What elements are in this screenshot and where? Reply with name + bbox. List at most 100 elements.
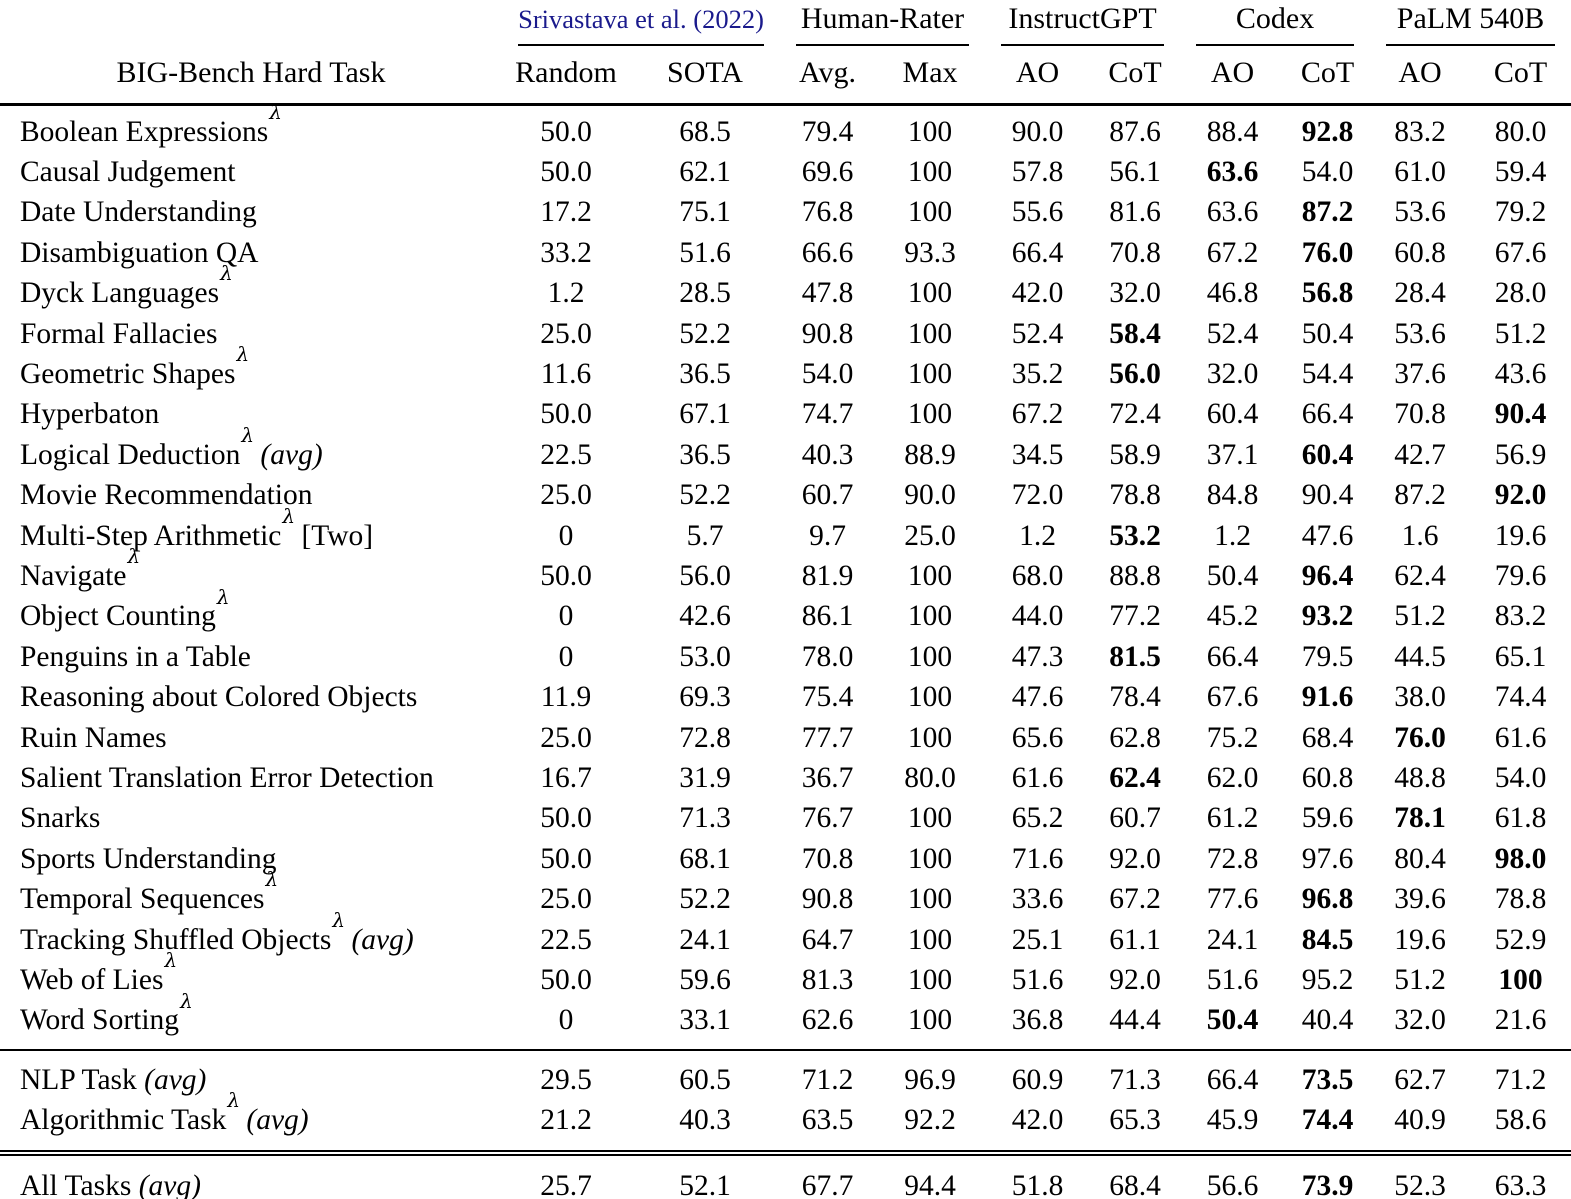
value-cell: 52.3 [1370,1149,1471,1199]
value-cell: 0 [558,600,574,633]
task-name-cell: Temporal Sequencesλ [20,867,279,916]
value-cell: 81.5 [1109,640,1161,673]
task-name-cell: Tracking Shuffled Objectsλ (avg) [20,907,414,956]
value-cell: 40.9 [1394,1104,1446,1137]
value-cell: 92.2 [904,1104,956,1137]
value-cell: 1.6 [1401,519,1439,552]
value-cell: 22.5 [540,923,592,956]
value-cell: 90.8 [801,883,854,916]
value-cell: 90.4 [1301,479,1354,512]
value-cell: 58.9 [1109,438,1161,471]
value-cell: 79.2 [1494,196,1547,229]
value-cell: 50.4 [1206,559,1259,592]
value-cell: 90.8 [801,317,854,350]
task-name-cell: Formal Fallacies [20,317,218,350]
task-name-cell: Navigateλ [20,544,141,592]
value-cell: 62.8 [1109,721,1161,754]
task-name-cell: Algorithmic Taskλ (avg) [20,1088,309,1137]
value-cell: 58.4 [1109,317,1161,350]
value-cell: 56.9 [1494,438,1547,471]
value-cell: 66.4 [1206,640,1259,673]
value-cell: 100 [907,802,953,835]
value-cell: 78.0 [801,640,854,673]
value-cell: 100 [907,277,953,310]
task-name-cell: Ruin Names [20,721,167,754]
value-cell: 11.9 [540,681,592,714]
value-cell: 67.2 [1011,398,1064,431]
value-cell: 61.0 [1394,155,1446,188]
group-header-row: Srivastava et al. (2022) Human-Rater Ins… [0,0,1571,46]
value-cell: 100 [907,721,953,754]
value-cell: 36.7 [801,762,854,794]
table-row: Boolean Expressionsλ 50.0 68.5 79.4 100 90.0 8… [0,99,1571,152]
value-cell: 47.6 [1301,519,1354,552]
value-cell: 53.6 [1394,196,1446,229]
value-cell: 25.0 [540,721,592,754]
table-row: Date Understanding 17.2 75.1 76.8 100 55.6 81.… [0,192,1571,232]
value-cell: 40.4 [1301,1004,1354,1037]
value-cell: 52.9 [1494,923,1547,956]
value-cell: 76.0 [1301,236,1354,269]
value-cell: 52.4 [1011,317,1064,350]
value-cell: 93.3 [904,236,956,269]
value-cell: 76.0 [1394,721,1446,754]
citation-link[interactable]: Srivastava et al. (2022) [518,4,764,35]
value-cell: 35.2 [1011,357,1064,390]
value-cell: 65.6 [1011,721,1064,754]
value-cell: 54.0 [801,357,854,390]
value-cell: 68.5 [679,115,731,148]
value-cell: 53.6 [1394,317,1446,350]
table-row: Dyck Languagesλ 1.2 28.5 47.8 100 42.0 32.0 46.… [0,263,1571,313]
value-cell: 67.7 [780,1149,876,1199]
lambda-superscript: λ [241,422,255,447]
value-cell: 54.0 [1301,155,1354,188]
value-cell: 50.0 [540,559,592,592]
value-cell: 50.0 [540,155,592,188]
value-cell: 39.6 [1394,883,1446,916]
value-cell: 100 [907,883,953,916]
value-cell: 77.6 [1206,883,1259,916]
value-cell: 52.2 [679,317,731,350]
task-name-cell: Movie Recommendation [20,479,313,512]
task-name-cell: Sports Understanding [20,842,277,875]
lambda-superscript: λ [216,584,230,609]
value-cell: 62.1 [679,155,731,188]
table-row: Penguins in a Table 0 53.0 78.0 100 47.3 81.5 6… [0,637,1571,677]
value-cell: 90.4 [1494,398,1547,431]
value-cell: 70.8 [1109,236,1161,269]
value-cell: 51.2 [1494,317,1547,350]
task-name-cell: Snarks [20,802,101,835]
value-cell: 0 [558,640,574,673]
value-cell: 25.0 [904,519,956,552]
value-cell: 73.5 [1285,1048,1371,1101]
value-cell: 66.4 [1011,236,1064,269]
table-row: All Tasks (avg) 25.7 52.1 67.7 94.4 51.8 68.4 5… [0,1149,1571,1199]
value-cell: 60.9 [985,1048,1091,1101]
value-cell: 28.5 [679,277,731,310]
value-cell: 91.6 [1301,681,1354,714]
value-cell: 60.7 [801,479,854,512]
value-cell: 81.3 [801,964,854,997]
value-cell: 67.2 [1109,883,1161,916]
task-name-cell: Boolean Expressionsλ [20,99,282,148]
value-cell: 34.5 [1011,438,1064,471]
task-name-cell: Hyperbaton [20,398,160,431]
value-cell: 94.4 [875,1149,986,1199]
value-cell: 52.2 [679,883,731,916]
table-row: Logical Deductionλ (avg) 22.5 36.5 40.3 88.9… [0,425,1571,475]
value-cell: 51.2 [1394,964,1446,997]
value-cell: 81.9 [801,559,854,592]
value-cell: 96.9 [875,1048,986,1101]
task-name-cell: Penguins in a Table [20,640,251,673]
value-cell: 51.8 [985,1149,1091,1199]
value-cell: 100 [907,357,953,390]
task-name-cell: Geometric Shapesλ [20,342,250,390]
task-name-cell: Causal Judgement [20,155,236,188]
value-cell: 62.6 [801,1004,854,1037]
value-cell: 66.6 [801,236,854,269]
lambda-superscript: λ [164,948,178,973]
value-cell: 36.5 [679,438,731,471]
column-header-codex-cot: CoT [1285,45,1371,106]
value-cell: 22.5 [540,438,592,471]
